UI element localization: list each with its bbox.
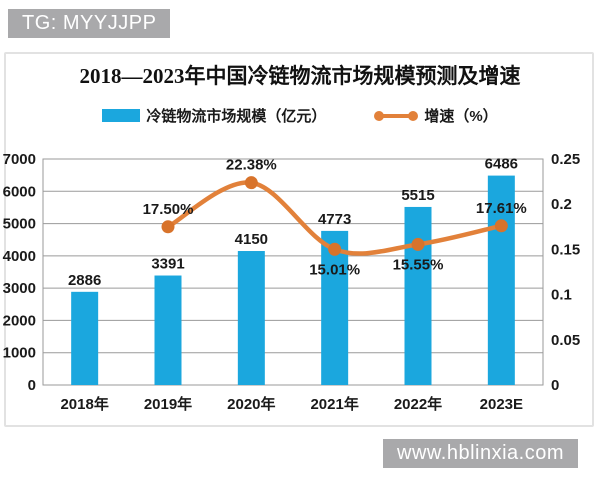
bar-series-swatch-icon <box>102 109 141 122</box>
legend-label-market-size: 冷链物流市场规模（亿元） <box>146 108 327 125</box>
legend-label-growth-rate: 增速（%） <box>424 108 498 125</box>
legend: 冷链物流市场规模（亿元） 增速（%） <box>0 105 600 126</box>
chart-title: 2018—2023年中国冷链物流市场规模预测及增速 <box>79 64 521 88</box>
watermark-top-badge: TG: MYYJJPP <box>8 9 171 38</box>
line-series-swatch-icon <box>374 109 419 122</box>
legend-item-market-size: 冷链物流市场规模（亿元） <box>102 105 326 126</box>
legend-item-growth-rate: 增速（%） <box>374 105 498 126</box>
watermark-bottom-badge: www.hblinxia.com <box>383 439 578 468</box>
